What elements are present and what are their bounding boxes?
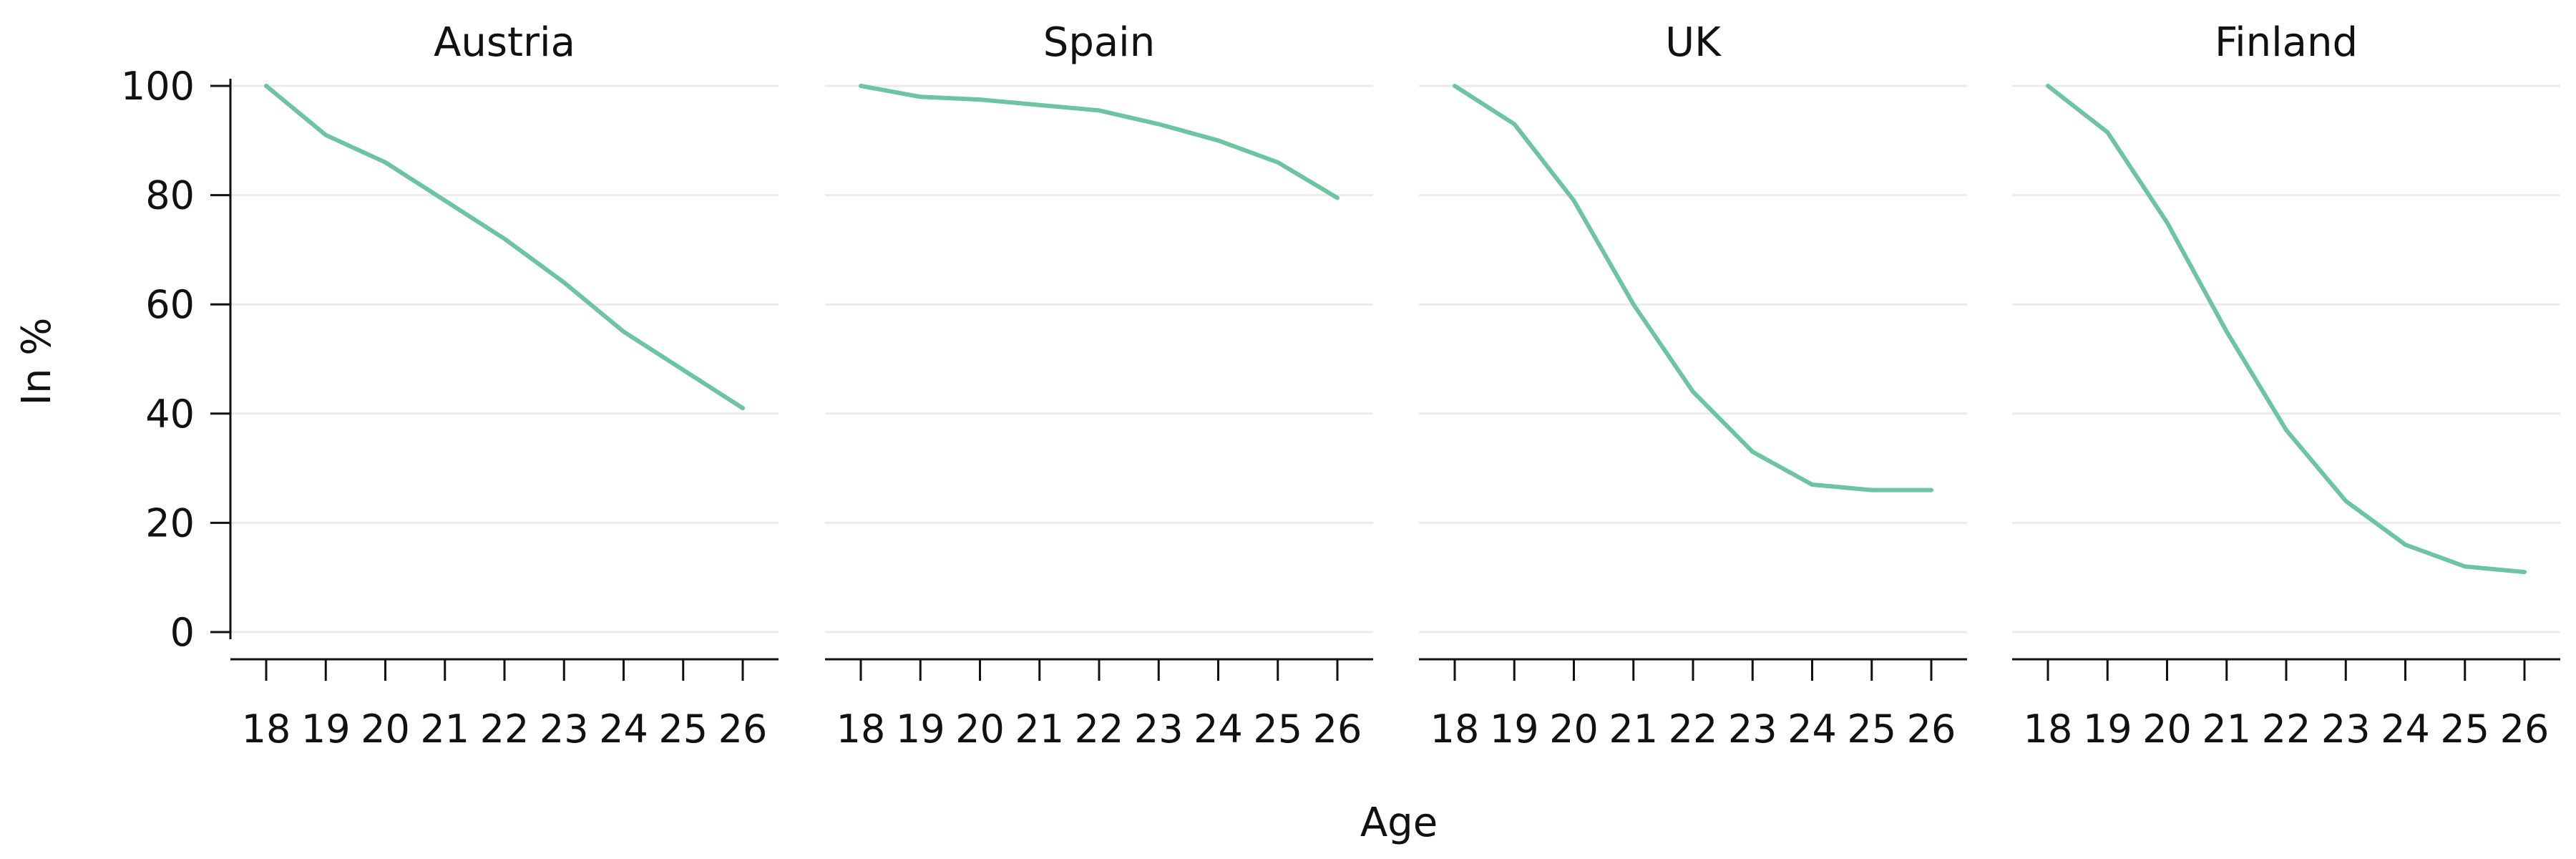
x-tick-label: 26 <box>1907 707 1956 752</box>
y-tick-label: 80 <box>145 173 195 218</box>
x-tick-label: 26 <box>2500 707 2550 752</box>
y-tick-label: 60 <box>145 282 195 327</box>
x-tick-label: 19 <box>301 707 351 752</box>
panel-title: UK <box>1665 19 1722 66</box>
panel-spain: Spain 18 19 20 21 22 23 24 25 26 <box>825 19 1373 752</box>
x-tick-label: 21 <box>1015 707 1064 752</box>
x-tick-label: 18 <box>1430 707 1480 752</box>
x-tick-label: 23 <box>1134 707 1184 752</box>
x-tick-label: 23 <box>540 707 589 752</box>
x-axis-title: Age <box>1360 800 1438 846</box>
series-line-finland <box>2046 84 2527 575</box>
y-tick-label: 20 <box>145 500 195 545</box>
x-tick-label: 18 <box>2024 707 2073 752</box>
panel-uk: UK 18 19 20 21 22 23 24 25 26 <box>1419 19 1967 752</box>
y-axis: 0 20 40 60 80 100 <box>121 64 232 655</box>
y-tick-label: 100 <box>121 64 195 109</box>
x-tick-label: 26 <box>1313 707 1362 752</box>
panel-finland: Finland 18 19 20 21 22 23 24 25 26 <box>2012 19 2560 752</box>
panel-austria: Austria 18 19 20 21 22 23 24 25 26 <box>230 19 779 752</box>
x-tick-label: 23 <box>2321 707 2371 752</box>
x-tick-label: 19 <box>2083 707 2132 752</box>
x-tick-label: 26 <box>718 707 768 752</box>
x-tick-label: 21 <box>1609 707 1658 752</box>
x-tick-label: 20 <box>1549 707 1599 752</box>
panel-title: Finland <box>2215 19 2358 66</box>
x-tick-label: 22 <box>1669 707 1718 752</box>
series-line-spain <box>859 84 1340 200</box>
x-tick-label: 20 <box>361 707 410 752</box>
x-tick-label: 25 <box>2440 707 2489 752</box>
x-tick-label: 18 <box>836 707 886 752</box>
y-tick-label: 0 <box>170 610 195 655</box>
x-tick-label: 24 <box>599 707 648 752</box>
x-tick-label: 22 <box>2262 707 2311 752</box>
x-tick-label: 18 <box>242 707 291 752</box>
y-axis-title: In % <box>14 317 60 405</box>
x-tick-label: 19 <box>896 707 945 752</box>
x-tick-label: 25 <box>658 707 708 752</box>
x-tick-label: 21 <box>420 707 469 752</box>
x-tick-label: 24 <box>2381 707 2430 752</box>
x-tick-label: 25 <box>1253 707 1302 752</box>
x-tick-label: 22 <box>480 707 530 752</box>
y-tick-label: 40 <box>145 392 195 437</box>
x-tick-label: 24 <box>1194 707 1243 752</box>
x-tick-label: 20 <box>955 707 1005 752</box>
panel-title: Austria <box>434 19 575 66</box>
x-tick-label: 19 <box>1490 707 1539 752</box>
x-tick-label: 24 <box>1787 707 1837 752</box>
panel-title: Spain <box>1043 19 1155 66</box>
x-tick-label: 21 <box>2202 707 2251 752</box>
series-line-uk <box>1453 84 1933 492</box>
series-line-austria <box>264 84 745 411</box>
x-tick-label: 22 <box>1075 707 1124 752</box>
x-tick-label: 20 <box>2142 707 2192 752</box>
x-tick-label: 23 <box>1728 707 1777 752</box>
x-tick-label: 25 <box>1847 707 1896 752</box>
